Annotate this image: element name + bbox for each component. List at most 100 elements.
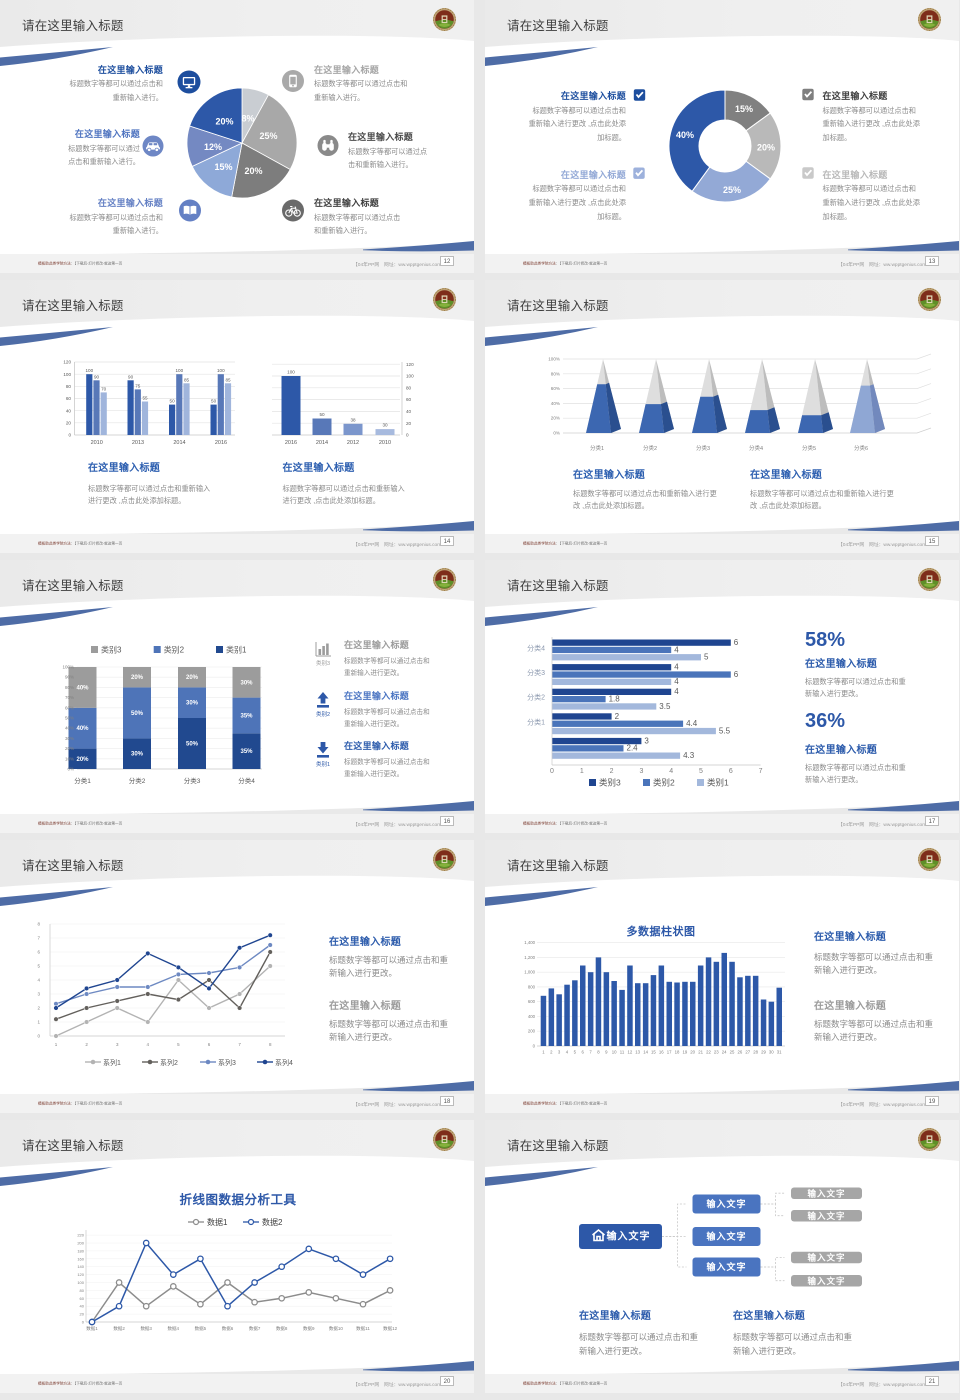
svg-text:2: 2 bbox=[615, 712, 620, 721]
svg-text:0: 0 bbox=[406, 433, 409, 438]
svg-text:5: 5 bbox=[177, 1042, 180, 1047]
svg-text:4.3: 4.3 bbox=[683, 751, 695, 760]
svg-text:15%: 15% bbox=[214, 162, 232, 172]
svg-text:1,000: 1,000 bbox=[524, 970, 535, 975]
svg-text:60%: 60% bbox=[551, 386, 560, 391]
svg-text:120: 120 bbox=[406, 362, 414, 367]
svg-text:24: 24 bbox=[722, 1050, 727, 1055]
svg-text:12: 12 bbox=[628, 1050, 633, 1055]
svg-text:25: 25 bbox=[730, 1050, 735, 1055]
svg-text:3: 3 bbox=[116, 1042, 119, 1047]
svg-text:0: 0 bbox=[82, 1320, 85, 1325]
svg-text:分类4: 分类4 bbox=[749, 444, 763, 452]
svg-text:输入文字: 输入文字 bbox=[807, 1252, 845, 1262]
svg-text:类别2: 类别2 bbox=[316, 710, 330, 718]
svg-text:60: 60 bbox=[406, 397, 412, 402]
svg-text:2010: 2010 bbox=[91, 440, 103, 446]
svg-text:分类2: 分类2 bbox=[129, 776, 146, 785]
svg-text:100: 100 bbox=[175, 368, 183, 373]
svg-text:30%: 30% bbox=[240, 680, 253, 686]
svg-text:数据3: 数据3 bbox=[140, 1325, 152, 1332]
svg-text:1.8: 1.8 bbox=[609, 695, 621, 704]
svg-text:1: 1 bbox=[580, 768, 584, 775]
svg-text:输入文字: 输入文字 bbox=[607, 1230, 651, 1243]
svg-text:系列2: 系列2 bbox=[160, 1058, 178, 1067]
svg-text:26: 26 bbox=[738, 1050, 743, 1055]
svg-text:20%: 20% bbox=[757, 143, 775, 153]
svg-text:180: 180 bbox=[77, 1248, 84, 1253]
svg-text:17: 17 bbox=[667, 1050, 672, 1055]
svg-text:40: 40 bbox=[66, 408, 72, 413]
svg-text:90: 90 bbox=[94, 374, 100, 379]
svg-text:20%: 20% bbox=[65, 746, 74, 751]
svg-text:数据10: 数据10 bbox=[329, 1325, 344, 1332]
svg-text:5: 5 bbox=[699, 768, 703, 775]
svg-text:输入文字: 输入文字 bbox=[807, 1188, 845, 1198]
svg-text:数据2: 数据2 bbox=[113, 1325, 125, 1332]
svg-text:14: 14 bbox=[643, 1050, 648, 1055]
svg-text:0: 0 bbox=[550, 768, 554, 775]
svg-text:13: 13 bbox=[635, 1050, 640, 1055]
svg-text:600: 600 bbox=[528, 999, 536, 1004]
svg-text:800: 800 bbox=[528, 984, 536, 989]
svg-text:4: 4 bbox=[674, 687, 679, 696]
svg-text:输入文字: 输入文字 bbox=[706, 1231, 746, 1242]
svg-text:数据9: 数据9 bbox=[303, 1325, 315, 1332]
svg-text:140: 140 bbox=[77, 1264, 84, 1269]
svg-text:20: 20 bbox=[66, 420, 72, 425]
svg-text:100%: 100% bbox=[548, 357, 560, 362]
svg-text:1: 1 bbox=[542, 1050, 545, 1055]
svg-text:20: 20 bbox=[80, 1312, 85, 1317]
svg-text:数据6: 数据6 bbox=[222, 1325, 234, 1332]
svg-text:100: 100 bbox=[77, 1280, 84, 1285]
svg-text:4: 4 bbox=[37, 978, 40, 983]
svg-text:35%: 35% bbox=[240, 713, 253, 719]
svg-text:4: 4 bbox=[674, 677, 679, 686]
svg-text:22: 22 bbox=[706, 1050, 711, 1055]
svg-text:2010: 2010 bbox=[379, 440, 391, 446]
svg-text:40%: 40% bbox=[551, 401, 560, 406]
svg-text:2: 2 bbox=[610, 768, 614, 775]
svg-text:分类6: 分类6 bbox=[854, 444, 868, 452]
svg-text:类别1: 类别1 bbox=[226, 645, 247, 655]
svg-text:1: 1 bbox=[37, 1020, 40, 1025]
svg-text:4: 4 bbox=[566, 1050, 569, 1055]
svg-text:6: 6 bbox=[37, 950, 40, 955]
svg-text:11: 11 bbox=[620, 1050, 625, 1055]
svg-text:分类1: 分类1 bbox=[527, 717, 545, 726]
svg-text:数据2: 数据2 bbox=[262, 1217, 283, 1227]
svg-text:3: 3 bbox=[558, 1050, 561, 1055]
svg-text:75: 75 bbox=[135, 383, 141, 388]
svg-text:6: 6 bbox=[729, 768, 733, 775]
svg-text:20: 20 bbox=[690, 1050, 695, 1055]
svg-text:分类3: 分类3 bbox=[184, 776, 201, 785]
svg-text:100: 100 bbox=[217, 368, 225, 373]
svg-text:30%: 30% bbox=[65, 736, 74, 741]
svg-text:30%: 30% bbox=[131, 752, 144, 758]
svg-text:30%: 30% bbox=[186, 701, 199, 707]
svg-text:分类1: 分类1 bbox=[74, 776, 91, 785]
svg-text:输入文字: 输入文字 bbox=[807, 1211, 845, 1221]
svg-text:20%: 20% bbox=[244, 166, 262, 176]
svg-text:4: 4 bbox=[669, 768, 673, 775]
svg-text:类别1: 类别1 bbox=[707, 778, 729, 788]
svg-text:50%: 50% bbox=[131, 711, 144, 717]
svg-text:2016: 2016 bbox=[215, 440, 227, 446]
svg-text:2013: 2013 bbox=[132, 440, 144, 446]
svg-text:系列3: 系列3 bbox=[218, 1058, 236, 1067]
svg-text:70%: 70% bbox=[65, 695, 74, 700]
svg-text:19: 19 bbox=[683, 1050, 688, 1055]
svg-text:80: 80 bbox=[66, 384, 72, 389]
svg-text:40%: 40% bbox=[676, 130, 694, 140]
svg-text:5: 5 bbox=[37, 964, 40, 969]
svg-text:7: 7 bbox=[589, 1050, 592, 1055]
svg-text:40%: 40% bbox=[65, 726, 74, 731]
svg-text:100: 100 bbox=[287, 370, 295, 375]
svg-text:70: 70 bbox=[101, 386, 107, 391]
svg-text:3.5: 3.5 bbox=[659, 702, 671, 711]
svg-text:15%: 15% bbox=[735, 104, 753, 114]
svg-text:7: 7 bbox=[238, 1042, 241, 1047]
svg-text:31: 31 bbox=[777, 1050, 782, 1055]
svg-text:10: 10 bbox=[612, 1050, 617, 1055]
svg-text:输入文字: 输入文字 bbox=[807, 1276, 845, 1286]
